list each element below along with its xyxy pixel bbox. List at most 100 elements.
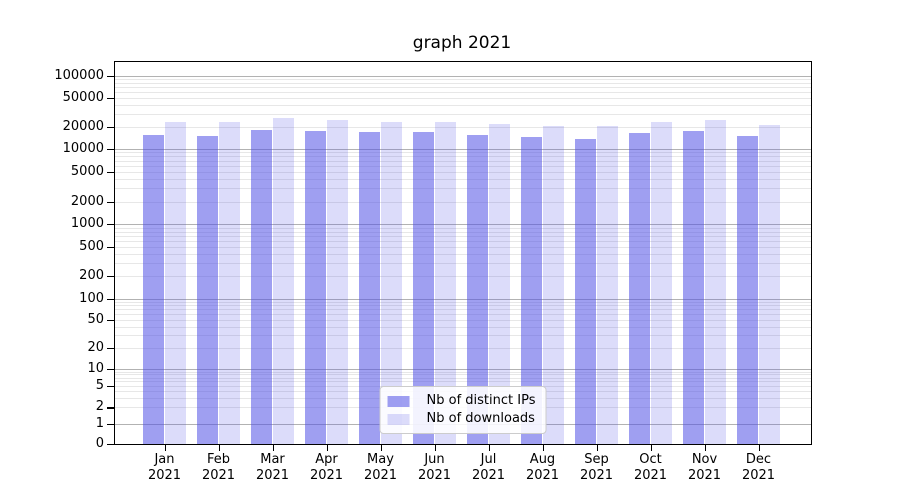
gridline-minor bbox=[115, 104, 811, 106]
legend-item-downloads: Nb of downloads bbox=[387, 410, 536, 428]
x-tick-mark bbox=[272, 445, 274, 451]
bar-downloads bbox=[542, 126, 565, 444]
gridline-minor bbox=[115, 152, 811, 154]
x-tick-mark bbox=[218, 445, 220, 451]
x-tick-mark bbox=[542, 445, 544, 451]
y-tick-mark bbox=[107, 246, 114, 248]
gridline-minor bbox=[115, 335, 811, 337]
bar-downloads bbox=[596, 126, 619, 444]
x-tick-label: Dec 2021 bbox=[741, 452, 776, 483]
y-tick-label: 1 bbox=[95, 416, 104, 431]
x-tick-label: Apr 2021 bbox=[309, 452, 344, 483]
gridline-minor bbox=[115, 240, 811, 242]
gridline-minor bbox=[115, 371, 811, 373]
y-tick-mark bbox=[107, 444, 114, 446]
y-tick-mark bbox=[107, 319, 114, 321]
y-tick-label: 100 bbox=[79, 290, 104, 306]
x-tick-label: Aug 2021 bbox=[525, 452, 560, 483]
bar-downloads bbox=[326, 119, 349, 444]
y-tick-label: 1000 bbox=[70, 216, 104, 232]
y-tick-mark bbox=[107, 385, 114, 387]
y-tick-mark bbox=[107, 347, 114, 349]
x-tick-mark bbox=[596, 445, 598, 451]
gridline-minor bbox=[115, 326, 811, 328]
x-tick-label: Jan 2021 bbox=[147, 452, 182, 483]
bar-distinct-ips bbox=[250, 130, 273, 444]
y-tick-mark bbox=[107, 126, 114, 129]
x-tick-mark bbox=[164, 445, 166, 451]
gridline-minor bbox=[115, 377, 811, 379]
y-tick-label: 2000 bbox=[70, 193, 104, 209]
gridline-minor bbox=[115, 276, 811, 278]
gridline-minor bbox=[115, 227, 811, 229]
bar-distinct-ips bbox=[736, 136, 759, 444]
y-tick-mark bbox=[107, 298, 114, 300]
bar-downloads bbox=[650, 122, 673, 444]
bar-distinct-ips bbox=[304, 131, 327, 444]
gridline-major bbox=[115, 149, 811, 150]
bar-downloads bbox=[758, 124, 781, 444]
y-tick-mark bbox=[107, 75, 114, 77]
legend: Nb of distinct IPs Nb of downloads bbox=[379, 386, 547, 434]
y-tick-mark bbox=[107, 97, 114, 99]
gridline-minor bbox=[115, 179, 811, 180]
gridline-minor bbox=[115, 263, 811, 265]
bar-downloads bbox=[434, 121, 457, 444]
y-tick-label: 10000 bbox=[62, 141, 104, 156]
y-tick-label: 5000 bbox=[70, 163, 104, 179]
bar-distinct-ips bbox=[466, 134, 489, 444]
y-tick-label: 20000 bbox=[62, 118, 104, 134]
y-tick-label: 0 bbox=[95, 436, 104, 451]
bar-distinct-ips bbox=[682, 131, 705, 444]
y-tick-label: 2 bbox=[95, 399, 104, 415]
gridline-minor bbox=[115, 78, 811, 80]
gridline-minor bbox=[115, 381, 811, 383]
gridline-minor bbox=[115, 314, 811, 316]
x-tick-mark bbox=[650, 445, 652, 451]
chart-title: graph 2021 bbox=[412, 33, 512, 53]
x-tick-label: Feb 2021 bbox=[201, 452, 236, 483]
gridline-minor bbox=[115, 305, 811, 307]
bar-downloads bbox=[380, 122, 403, 444]
x-tick-label: May 2021 bbox=[363, 452, 398, 483]
bar-downloads bbox=[272, 118, 295, 444]
bar-downloads bbox=[488, 124, 511, 444]
gridline-minor bbox=[115, 82, 811, 84]
gridline-minor bbox=[115, 374, 811, 376]
gridline-major bbox=[115, 224, 811, 226]
y-tick-mark bbox=[107, 424, 114, 426]
legend-swatch-distinct-ips bbox=[387, 395, 410, 407]
bar-downloads bbox=[704, 120, 727, 444]
y-tick-mark bbox=[107, 171, 114, 173]
bar-distinct-ips bbox=[142, 134, 165, 444]
bar-downloads bbox=[164, 122, 187, 444]
bar-distinct-ips bbox=[520, 137, 543, 444]
bar-distinct-ips bbox=[628, 133, 651, 444]
x-tick-label: Jul 2021 bbox=[471, 452, 506, 483]
y-tick-label: 50000 bbox=[62, 89, 104, 105]
legend-label-distinct-ips: Nb of distinct IPs bbox=[426, 393, 536, 408]
y-tick-label: 200 bbox=[79, 268, 104, 284]
y-tick-mark bbox=[107, 369, 114, 371]
y-tick-mark bbox=[107, 407, 114, 409]
gridline-minor bbox=[115, 309, 811, 311]
gridline-minor bbox=[115, 347, 811, 349]
y-tick-mark bbox=[107, 276, 114, 278]
plot-area: Nb of distinct IPs Nb of downloads 10000… bbox=[54, 61, 812, 483]
gridline-minor bbox=[115, 201, 811, 203]
x-tick-label: Oct 2021 bbox=[633, 452, 668, 483]
gridline-minor bbox=[115, 126, 811, 128]
gridline-minor bbox=[115, 301, 811, 303]
bar-distinct-ips bbox=[358, 131, 381, 444]
y-tick-label: 100000 bbox=[54, 67, 104, 83]
gridline-minor bbox=[115, 171, 811, 173]
y-tick-label: 500 bbox=[79, 238, 104, 254]
x-tick-mark bbox=[704, 445, 706, 451]
bar-distinct-ips bbox=[412, 132, 435, 444]
y-tick-label: 10 bbox=[87, 361, 104, 376]
gridline-major bbox=[115, 75, 811, 77]
x-tick-mark bbox=[488, 445, 490, 451]
gridline-minor bbox=[115, 319, 811, 321]
gridline-minor bbox=[115, 231, 811, 233]
